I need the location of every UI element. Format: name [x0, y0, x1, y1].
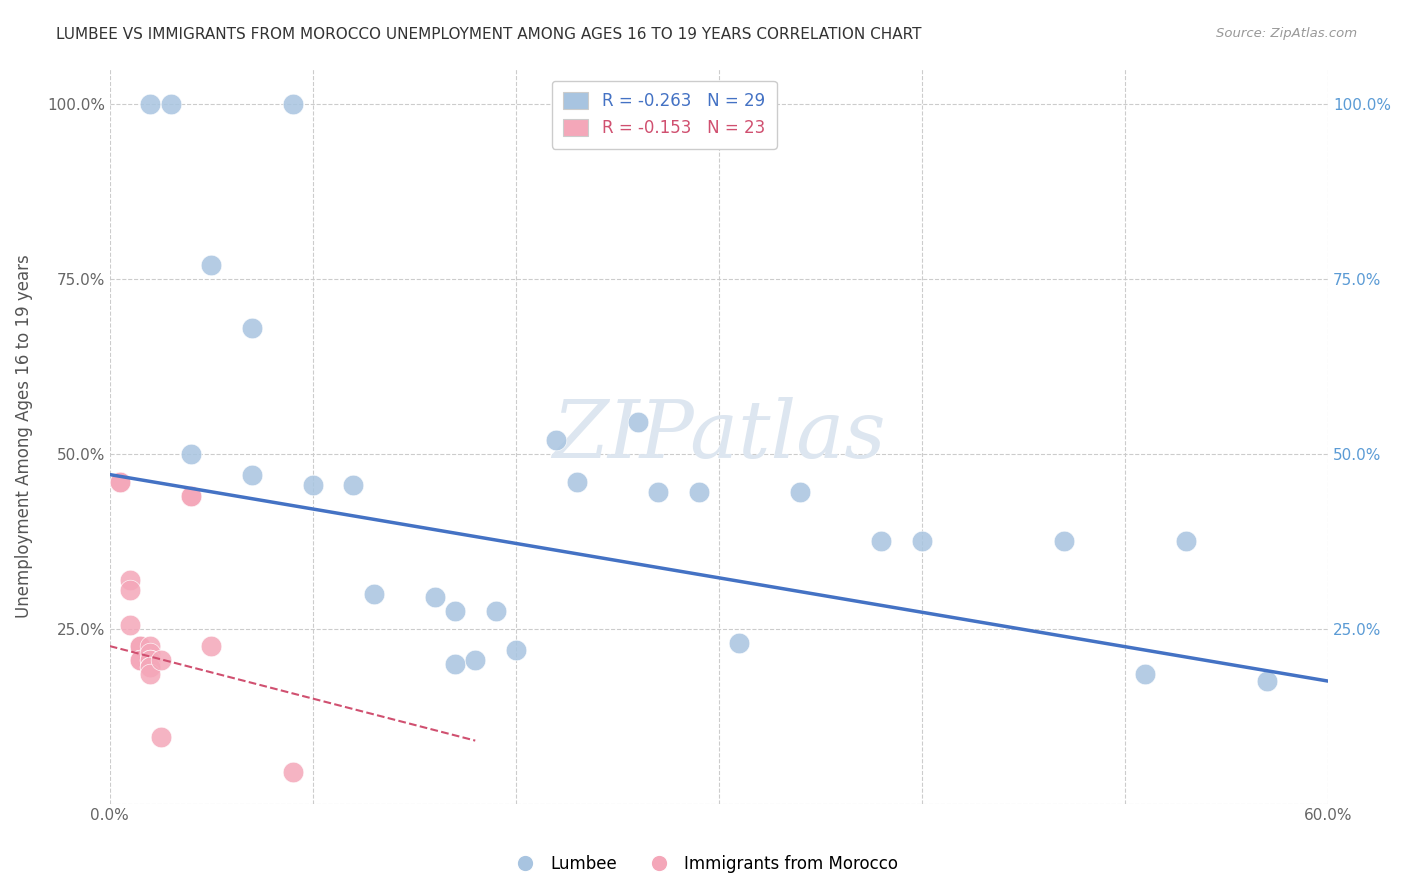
Point — [139, 639, 162, 653]
Point — [120, 618, 142, 632]
Point — [139, 96, 162, 111]
Point — [1053, 534, 1076, 549]
Point — [139, 653, 162, 667]
Point — [200, 639, 222, 653]
Text: LUMBEE VS IMMIGRANTS FROM MOROCCO UNEMPLOYMENT AMONG AGES 16 TO 19 YEARS CORRELA: LUMBEE VS IMMIGRANTS FROM MOROCCO UNEMPL… — [56, 27, 922, 42]
Point — [139, 660, 162, 674]
Point — [728, 635, 751, 649]
Point — [911, 534, 934, 549]
Point — [120, 583, 142, 598]
Point — [505, 642, 527, 657]
Text: ZIPatlas: ZIPatlas — [553, 397, 886, 475]
Point — [1135, 667, 1157, 681]
Point — [129, 639, 152, 653]
Point — [301, 478, 323, 492]
Point — [149, 653, 172, 667]
Point — [240, 467, 263, 482]
Point — [444, 657, 467, 671]
Point — [159, 96, 181, 111]
Point — [484, 604, 506, 618]
Y-axis label: Unemployment Among Ages 16 to 19 years: Unemployment Among Ages 16 to 19 years — [15, 254, 32, 618]
Legend: R = -0.263   N = 29, R = -0.153   N = 23: R = -0.263 N = 29, R = -0.153 N = 23 — [551, 80, 776, 149]
Point — [180, 446, 202, 460]
Point — [342, 478, 364, 492]
Point — [108, 475, 131, 489]
Point — [789, 485, 811, 500]
Text: Source: ZipAtlas.com: Source: ZipAtlas.com — [1216, 27, 1357, 40]
Point — [200, 258, 222, 272]
Point — [688, 485, 710, 500]
Point — [464, 653, 486, 667]
Point — [240, 320, 263, 334]
Point — [565, 475, 588, 489]
Point — [139, 653, 162, 667]
Point — [129, 653, 152, 667]
Point — [1175, 534, 1198, 549]
Point — [444, 604, 467, 618]
Point — [139, 660, 162, 674]
Point — [870, 534, 893, 549]
Point — [129, 639, 152, 653]
Point — [180, 489, 202, 503]
Point — [423, 590, 446, 604]
Point — [647, 485, 669, 500]
Point — [180, 489, 202, 503]
Point — [129, 639, 152, 653]
Point — [149, 730, 172, 744]
Point — [627, 415, 650, 429]
Point — [1256, 674, 1278, 689]
Point — [120, 573, 142, 587]
Point — [363, 586, 385, 600]
Point — [108, 475, 131, 489]
Point — [281, 765, 304, 780]
Point — [546, 433, 568, 447]
Point — [129, 653, 152, 667]
Point — [139, 667, 162, 681]
Point — [139, 646, 162, 660]
Legend: Lumbee, Immigrants from Morocco: Lumbee, Immigrants from Morocco — [502, 848, 904, 880]
Point — [281, 96, 304, 111]
